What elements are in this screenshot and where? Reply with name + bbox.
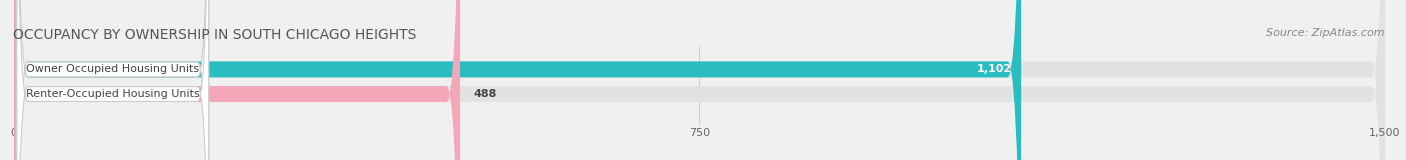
FancyBboxPatch shape — [14, 0, 1021, 160]
Text: 1,102: 1,102 — [977, 64, 1012, 74]
Text: OCCUPANCY BY OWNERSHIP IN SOUTH CHICAGO HEIGHTS: OCCUPANCY BY OWNERSHIP IN SOUTH CHICAGO … — [13, 28, 416, 42]
FancyBboxPatch shape — [14, 0, 460, 160]
FancyBboxPatch shape — [17, 0, 208, 160]
FancyBboxPatch shape — [17, 0, 208, 160]
FancyBboxPatch shape — [14, 0, 1385, 160]
FancyBboxPatch shape — [14, 0, 1385, 160]
Text: 488: 488 — [474, 89, 498, 99]
Text: Renter-Occupied Housing Units: Renter-Occupied Housing Units — [25, 89, 200, 99]
Text: Source: ZipAtlas.com: Source: ZipAtlas.com — [1267, 28, 1385, 38]
Text: Owner Occupied Housing Units: Owner Occupied Housing Units — [27, 64, 200, 74]
